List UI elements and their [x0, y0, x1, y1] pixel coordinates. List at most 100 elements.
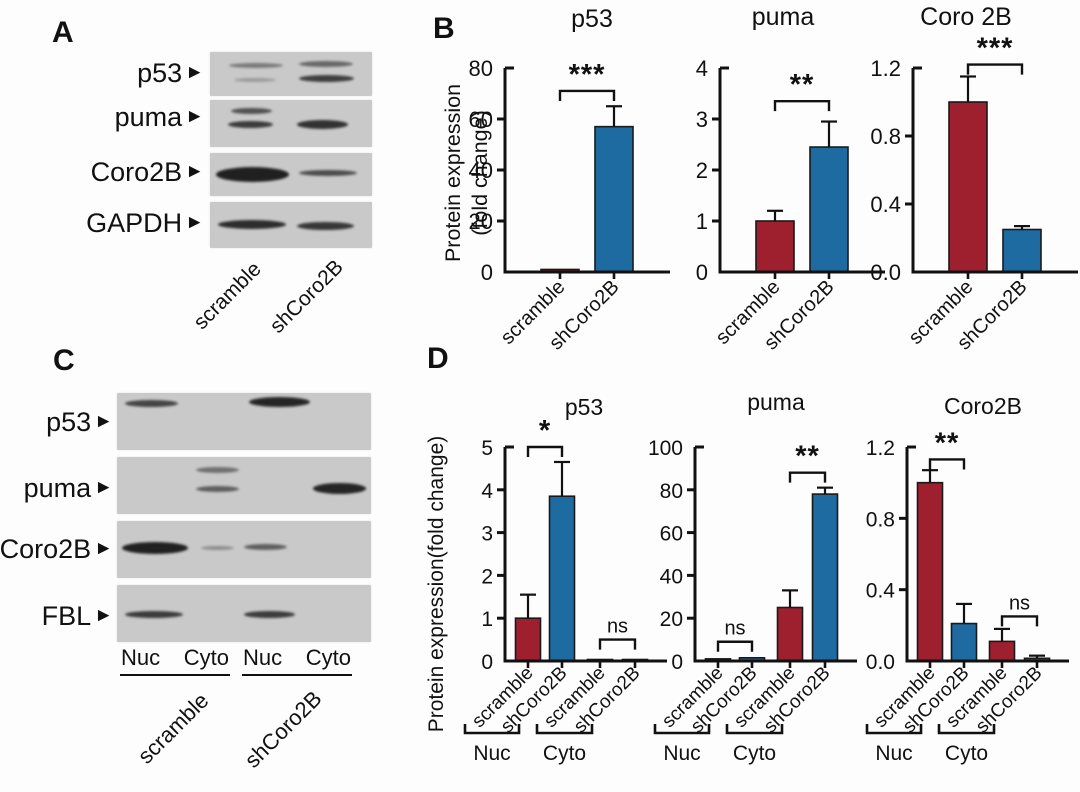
blot-row-label-p53: p53 ►	[30, 57, 204, 89]
chart-title-d-puma: puma	[747, 389, 805, 415]
y-tick-label: 80	[469, 56, 493, 81]
protein-band	[244, 543, 288, 550]
protein-band	[244, 610, 295, 618]
chart-d-puma: 020406080100scrambleshCoro2BscrambleshCo…	[648, 437, 857, 765]
arrow-right-icon: ►	[185, 62, 204, 83]
blot-row-label-coro2b-c: Coro2B ►	[0, 533, 113, 565]
y-tick-label: 1.2	[866, 437, 895, 460]
bar-scramble	[776, 606, 804, 662]
arrow-right-icon: ►	[185, 161, 204, 182]
bar-shCoro2B	[809, 146, 849, 273]
significance-bracket	[1000, 615, 1039, 627]
chart-title-b-coro2b: Coro 2B	[920, 3, 1012, 31]
significance-bracket	[928, 458, 966, 470]
blot-row-label-puma: puma ►	[30, 101, 204, 133]
y-tick-label: 3	[481, 523, 493, 546]
y-tick-label: 3	[696, 107, 708, 132]
y-tick-label: 0.4	[870, 192, 901, 217]
panel-d-letter: D	[427, 342, 449, 375]
significance-label: **	[790, 69, 815, 101]
row-label-text: p53	[137, 58, 183, 88]
y-tick-label: 5	[481, 437, 493, 460]
significance-bracket	[773, 99, 831, 112]
group-bracket	[937, 724, 996, 735]
y-tick-label: 20	[660, 608, 683, 631]
significance-label: ns	[1009, 592, 1030, 614]
y-tick-label: 60	[469, 107, 493, 132]
protein-band	[122, 541, 189, 554]
group-bracket	[463, 724, 521, 735]
group-label: Cyto	[733, 742, 776, 765]
group-label: Nuc	[663, 742, 700, 765]
bar-shCoro2B	[1002, 228, 1042, 273]
y-tick-label: 40	[469, 158, 493, 183]
protein-band	[124, 400, 178, 408]
significance-label: **	[795, 441, 820, 473]
blot-image-gapdh	[210, 202, 372, 248]
blot-row-label-coro2b: Coro2B ►	[30, 156, 204, 188]
blot-image-puma	[210, 100, 372, 147]
protein-band	[297, 119, 348, 129]
group-label: Nuc	[875, 742, 912, 765]
protein-band	[297, 221, 355, 230]
y-tick-label: 2	[481, 565, 493, 588]
protein-band	[234, 77, 277, 82]
protein-band	[249, 396, 311, 407]
y-tick-label: 100	[648, 437, 683, 460]
protein-band	[195, 467, 239, 474]
y-tick-label: 40	[660, 565, 683, 588]
chart-title-d-coro2b: Coro2B	[944, 393, 1022, 419]
y-tick-label: 80	[660, 480, 683, 503]
blot-image-p53	[210, 52, 372, 96]
arrow-right-icon: ►	[94, 538, 113, 559]
significance-label: **	[935, 427, 960, 459]
bar-scramble	[755, 220, 795, 273]
row-label-text: puma	[23, 473, 92, 503]
fraction-group-scramble: Nuc Cyto	[120, 646, 230, 676]
y-tick-label: 1.2	[870, 56, 901, 81]
y-tick-label: 4	[696, 56, 708, 81]
row-label-text: GAPDH	[86, 208, 183, 238]
panel-a-letter: A	[52, 16, 74, 49]
bar-scramble	[916, 481, 944, 662]
significance-label: ns	[607, 616, 628, 638]
significance-bracket	[716, 640, 754, 652]
panel-c-letter: C	[53, 344, 75, 377]
group-bracket	[535, 724, 594, 735]
y-tick-label: 1	[696, 209, 708, 234]
protein-band	[231, 107, 272, 114]
blot-row-label-fbl: FBL ►	[0, 600, 113, 632]
bar-scramble	[948, 101, 988, 273]
condition-label-scramble: scramble	[132, 687, 214, 769]
y-tick-label: 0	[481, 260, 493, 285]
y-tick-label: 0	[696, 260, 708, 285]
y-tick-label: 60	[660, 523, 683, 546]
protein-band	[200, 545, 234, 550]
significance-bracket	[526, 445, 564, 457]
fraction-group-shcoro2b: Nuc Cyto	[242, 646, 352, 676]
protein-band	[229, 62, 283, 68]
fraction-label-cyto: Cyto	[183, 645, 229, 670]
bar-shCoro2B	[594, 125, 634, 273]
blot-image-coro2b-c	[117, 521, 371, 578]
blot-row-label-p53-c: p53 ►	[0, 406, 113, 438]
bar-shCoro2B	[950, 622, 978, 662]
chart-title-b-p53: p53	[571, 5, 613, 33]
protein-band	[218, 220, 287, 230]
row-label-text: Coro2B	[0, 534, 92, 564]
group-label: Nuc	[473, 742, 510, 765]
row-label-text: p53	[46, 407, 92, 437]
chart-d-p53: 012345scrambleshCoro2BscrambleshCoro2B*n…	[463, 415, 667, 765]
fraction-label-nuc: Nuc	[243, 645, 283, 670]
y-tick-label: 0.0	[870, 260, 901, 285]
y-tick-label: 0.8	[866, 508, 895, 531]
significance-bracket	[598, 638, 637, 650]
y-tick-label: 1	[481, 608, 493, 631]
fraction-label-nuc: Nuc	[121, 645, 161, 670]
protein-band	[299, 60, 353, 67]
blot-row-label-puma-c: puma ►	[0, 472, 113, 504]
bar-scramble	[514, 617, 542, 662]
